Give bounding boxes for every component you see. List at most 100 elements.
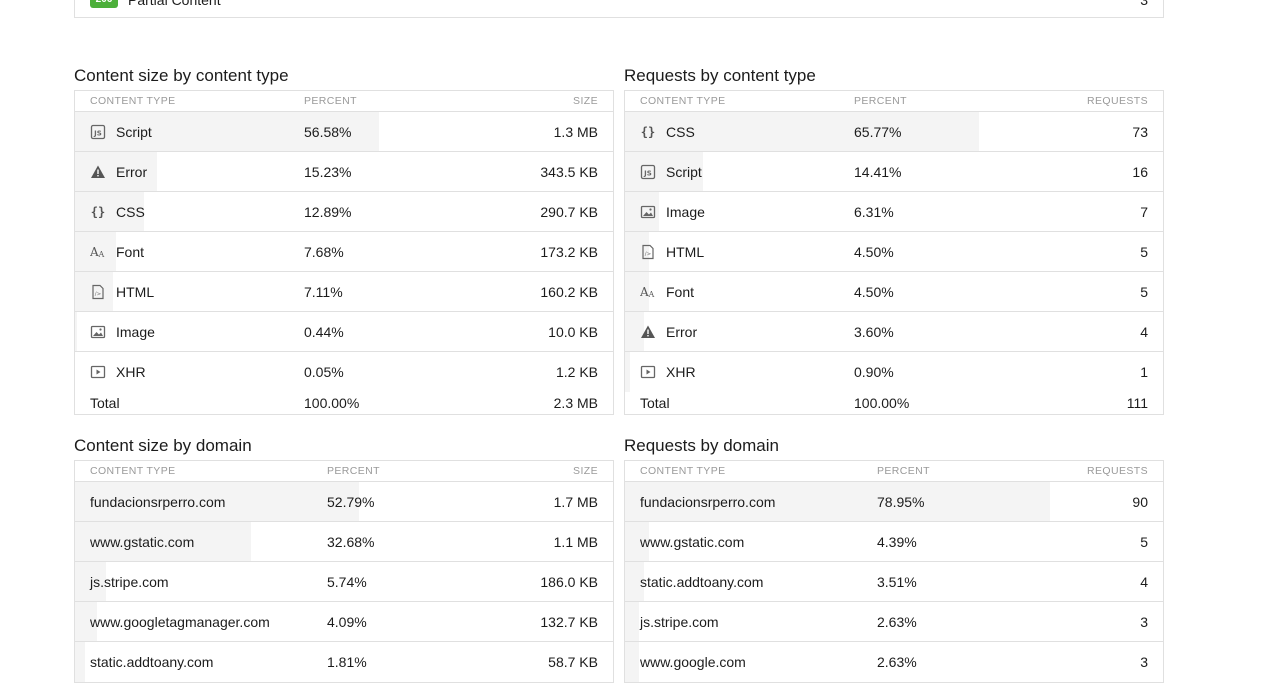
row-percent: 78.95% [877, 494, 925, 510]
table-row[interactable]: /> HTML 4.50% 5 [625, 232, 1163, 272]
percent-bar [75, 112, 379, 151]
status-label: Partial Content [128, 0, 221, 8]
column-header-size[interactable]: SIZE [573, 95, 598, 107]
row-label: Script [116, 124, 152, 140]
column-header-content-type[interactable]: CONTENT TYPE [90, 95, 176, 107]
column-header-percent[interactable]: PERCENT [854, 95, 907, 107]
table-row[interactable]: www.googletagmanager.com 4.09% 132.7 KB [75, 602, 613, 642]
row-value: 1.3 MB [553, 124, 598, 140]
row-percent: 0.90% [854, 364, 894, 380]
warning-icon [640, 324, 656, 340]
row-value: 3 [1140, 654, 1148, 670]
row-percent: 65.77% [854, 124, 902, 140]
row-percent: 4.50% [854, 284, 894, 300]
svg-text:A: A [648, 290, 655, 299]
row-percent: 14.41% [854, 164, 902, 180]
row-label: Font [666, 284, 695, 300]
table-row[interactable]: fundacionsrperro.com 52.79% 1.7 MB [75, 482, 613, 522]
percent-bar [75, 482, 359, 521]
row-percent: 4.09% [327, 614, 367, 630]
content-size-by-domain-table: CONTENT TYPE PERCENT SIZE fundacionsrper… [74, 460, 614, 683]
total-label: Total [90, 395, 120, 411]
table-row[interactable]: Error 15.23% 343.5 KB [75, 152, 613, 192]
row-value: 90 [1132, 494, 1148, 510]
table-row[interactable]: www.gstatic.com 4.39% 5 [625, 522, 1163, 562]
svg-text:A: A [98, 250, 105, 259]
section-title: Requests by content type [624, 66, 816, 85]
row-label: XHR [116, 364, 146, 380]
row-percent: 0.05% [304, 364, 344, 380]
row-label: CSS [666, 124, 695, 140]
percent-bar [75, 232, 116, 271]
svg-text:/>: /> [95, 292, 102, 298]
row-percent: 1.81% [327, 654, 367, 670]
table-row[interactable]: static.addtoany.com 1.81% 58.7 KB [75, 642, 613, 682]
row-percent: 3.51% [877, 574, 917, 590]
percent-bar [75, 152, 157, 191]
svg-text:{}: {} [641, 125, 655, 139]
svg-text:A: A [90, 245, 99, 259]
row-label: Image [666, 204, 705, 220]
column-header-percent[interactable]: PERCENT [327, 465, 380, 477]
column-header-requests[interactable]: REQUESTS [1087, 465, 1148, 477]
table-row[interactable]: /> HTML 7.11% 160.2 KB [75, 272, 613, 312]
content-size-by-type-table: CONTENT TYPE PERCENT SIZE JS Script 56.58%… [74, 90, 614, 415]
row-label: www.googletagmanager.com [90, 614, 270, 630]
image-icon [640, 204, 656, 220]
table-row[interactable]: {} CSS 12.89% 290.7 KB [75, 192, 613, 232]
row-label: www.gstatic.com [90, 534, 195, 550]
row-value: 160.2 KB [540, 284, 598, 300]
row-label: www.gstatic.com [640, 534, 745, 550]
table-row[interactable]: www.google.com 2.63% 3 [625, 642, 1163, 682]
row-label: HTML [116, 284, 155, 300]
percent-bar [75, 522, 251, 561]
table-row[interactable]: www.gstatic.com 32.68% 1.1 MB [75, 522, 613, 562]
row-label: Font [116, 244, 145, 260]
table-row[interactable]: static.addtoany.com 3.51% 4 [625, 562, 1163, 602]
total-percent: 100.00% [854, 395, 910, 411]
row-percent: 12.89% [304, 204, 352, 220]
percent-bar [625, 602, 639, 641]
table-row[interactable]: XHR 0.05% 1.2 KB [75, 352, 613, 392]
table-row[interactable]: js.stripe.com 2.63% 3 [625, 602, 1163, 642]
row-value: 5 [1140, 284, 1148, 300]
row-label: Script [666, 164, 702, 180]
column-header-percent[interactable]: PERCENT [304, 95, 357, 107]
percent-bar [625, 152, 703, 191]
column-header-content-type[interactable]: CONTENT TYPE [90, 465, 176, 477]
column-header-requests[interactable]: REQUESTS [1087, 95, 1148, 107]
table-row[interactable]: A A Font 7.68% 173.2 KB [75, 232, 613, 272]
table-row[interactable]: Image 6.31% 7 [625, 192, 1163, 232]
table-row[interactable]: Error 3.60% 4 [625, 312, 1163, 352]
table-row[interactable]: js.stripe.com 5.74% 186.0 KB [75, 562, 613, 602]
percent-bar [75, 192, 144, 231]
percent-bar [75, 312, 77, 351]
column-header-content-type[interactable]: CONTENT TYPE [640, 465, 726, 477]
table-row[interactable]: Image 0.44% 10.0 KB [75, 312, 613, 352]
row-label: static.addtoany.com [90, 654, 214, 670]
percent-bar [625, 642, 639, 682]
row-label: static.addtoany.com [640, 574, 764, 590]
row-value: 3 [1140, 614, 1148, 630]
percent-bar [75, 642, 85, 682]
total-row: Total 100.00% 2.3 MB [75, 392, 613, 414]
table-row[interactable]: fundacionsrperro.com 78.95% 90 [625, 482, 1163, 522]
section-title: Requests by domain [624, 436, 779, 455]
table-row[interactable]: {} CSS 65.77% 73 [625, 112, 1163, 152]
table-row[interactable]: A A Font 4.50% 5 [625, 272, 1163, 312]
row-label: CSS [116, 204, 145, 220]
column-header-content-type[interactable]: CONTENT TYPE [640, 95, 726, 107]
column-header-percent[interactable]: PERCENT [877, 465, 930, 477]
table-row[interactable]: XHR 0.90% 1 [625, 352, 1163, 392]
percent-bar [625, 522, 649, 561]
percent-bar [625, 272, 649, 311]
table-row[interactable]: JS Script 56.58% 1.3 MB [75, 112, 613, 152]
row-value: 343.5 KB [540, 164, 598, 180]
row-percent: 32.68% [327, 534, 375, 550]
html-file-icon: /> [90, 284, 106, 300]
column-header-size[interactable]: SIZE [573, 465, 598, 477]
row-value: 1 [1140, 364, 1148, 380]
row-percent: 5.74% [327, 574, 367, 590]
table-row[interactable]: JS Script 14.41% 16 [625, 152, 1163, 192]
